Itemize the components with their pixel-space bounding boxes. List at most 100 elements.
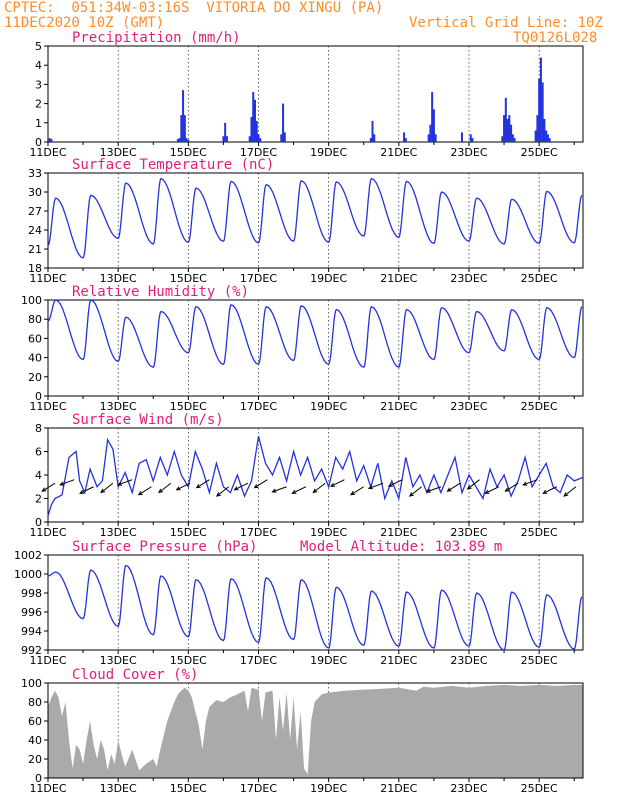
precip-bar (404, 138, 407, 142)
wind-arrow-head (312, 488, 318, 494)
x-tick-label: 25DEC (521, 400, 558, 413)
precip-bar (255, 120, 258, 142)
wind-arrow (42, 482, 56, 492)
x-tick-label: 11DEC (29, 272, 66, 285)
wind-arrow-head (41, 487, 47, 492)
x-tick-label: 23DEC (450, 146, 487, 159)
cloud-cover-area (48, 684, 583, 778)
precip-bar (534, 130, 537, 142)
x-tick-label: 21DEC (380, 654, 417, 667)
precip-bar (546, 134, 549, 142)
precip-bar (282, 103, 285, 142)
y-tick-label: 40 (28, 734, 42, 747)
x-tick-label: 13DEC (100, 146, 137, 159)
y-tick-label: 18 (28, 262, 42, 275)
y-tick-label: 994 (21, 625, 42, 638)
precip-bar (545, 130, 548, 142)
wind-arrow-head (504, 487, 510, 492)
x-tick-label: 13DEC (100, 526, 137, 539)
x-tick-label: 23DEC (450, 526, 487, 539)
model-altitude-label: Model Altitude: 103.89 m (300, 539, 502, 555)
wind-arrow-head (233, 486, 239, 491)
y-tick-label: 998 (21, 587, 42, 600)
y-tick-label: 4 (35, 59, 42, 72)
wind-arrow-head (79, 489, 85, 494)
x-tick-label: 25DEC (521, 654, 558, 667)
precip-bar (222, 136, 225, 142)
x-tick-label: 25DEC (521, 272, 558, 285)
precip-bar (182, 90, 185, 142)
x-tick-label: 11DEC (29, 400, 66, 413)
y-tick-label: 20 (28, 371, 42, 384)
x-tick-label: 25DEC (521, 146, 558, 159)
wind-arrow (196, 479, 210, 489)
header-datetime: 11DEC2020 10Z (GMT) (4, 15, 165, 31)
y-tick-label: 21 (28, 243, 42, 256)
precip-bar (513, 138, 516, 142)
humidity-panel: Relative Humidity (%) 11DEC 13DEC 15DEC 17DE… (21, 284, 584, 413)
y-tick-label: 992 (21, 644, 42, 657)
y-tick-label: 0 (35, 136, 42, 149)
wind-arrow-head (367, 485, 373, 490)
precip-bar (506, 118, 509, 142)
precip-bar (429, 124, 432, 142)
x-tick-label: 13DEC (100, 272, 137, 285)
y-tick-label: 2 (35, 493, 42, 506)
precip-bar (460, 132, 463, 142)
precip-bar (538, 78, 541, 142)
precip-bar (539, 57, 542, 142)
y-tick-label: 40 (28, 352, 42, 365)
precip-bar (543, 118, 546, 142)
x-tick-label: 17DEC (240, 272, 277, 285)
y-tick-label: 1002 (14, 549, 42, 562)
wind-arrow-head (408, 492, 414, 497)
wind-arrow-head (425, 488, 431, 493)
precip-bar (510, 124, 513, 142)
y-tick-label: 20 (28, 753, 42, 766)
x-tick-label: 17DEC (240, 782, 277, 795)
x-tick-label: 21DEC (380, 782, 417, 795)
precip-bar (178, 138, 181, 142)
wind-arrow (176, 482, 191, 491)
wind-arrow-head (446, 487, 452, 492)
wind-arrow-head (253, 483, 259, 489)
wind-arrow (409, 486, 422, 497)
y-tick-label: 0 (35, 516, 42, 529)
precip-bar (224, 122, 227, 142)
wind-arrow-head (100, 488, 106, 494)
wind-arrow (272, 486, 287, 493)
wind-panel: Surface Wind (m/s) 11DEC 13DEC 15DEC 17DEC 19… (29, 412, 584, 539)
wind-arrow (330, 479, 345, 487)
wind-arrow-head (350, 491, 356, 496)
precip-bar (371, 120, 374, 142)
x-tick-label: 21DEC (380, 400, 417, 413)
precip-bar (176, 139, 179, 142)
x-tick-label: 19DEC (310, 146, 347, 159)
precip-bar (427, 134, 430, 142)
precip-bar (280, 134, 283, 142)
x-tick-label: 11DEC (29, 526, 66, 539)
wind-arrow-head (117, 481, 123, 486)
panel-title: Relative Humidity (%) (72, 284, 249, 300)
precip-bar (283, 132, 286, 142)
wind-arrow-head (271, 488, 277, 493)
wind-arrow-head (195, 483, 201, 489)
wind-arrow (447, 482, 461, 492)
precip-bar (257, 134, 260, 142)
precip-bar (403, 132, 406, 142)
precip-bar (183, 115, 186, 142)
wind-arrow-head (291, 489, 297, 494)
wind-arrow (350, 486, 365, 496)
x-tick-label: 21DEC (380, 146, 417, 159)
wind-arrow-head (329, 482, 335, 487)
wind-arrow-head (137, 491, 143, 496)
precip-bar (511, 134, 514, 142)
precip-bar (50, 139, 53, 142)
header-model-code: TQ0126L028 (513, 30, 598, 46)
y-tick-label: 5 (35, 40, 42, 53)
precip-bar (252, 92, 255, 142)
x-tick-label: 19DEC (310, 400, 347, 413)
panel-title: Surface Pressure (hPa) (72, 539, 257, 555)
panel-title: Cloud Cover (%) (72, 667, 198, 683)
wind-arrow (388, 479, 403, 487)
